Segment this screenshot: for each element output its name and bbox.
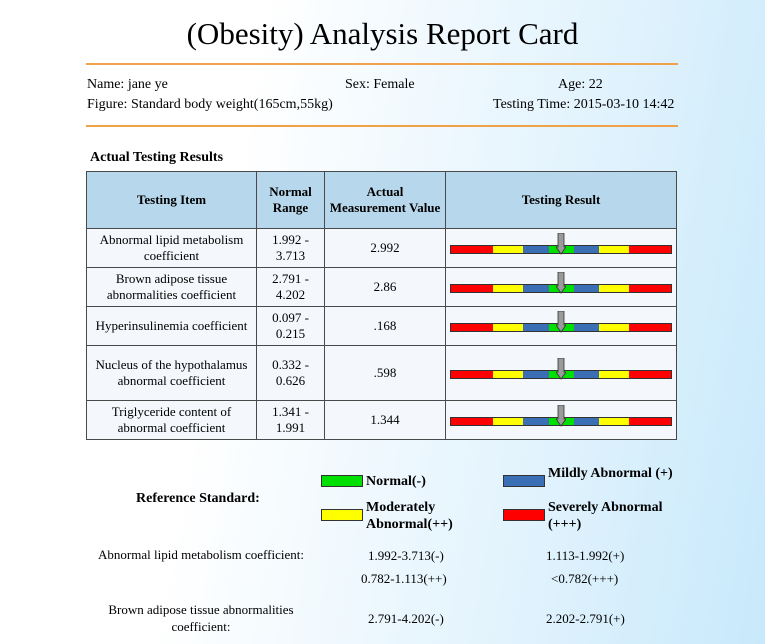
divider-bottom xyxy=(86,125,678,127)
normal-range-cell: 0.332 - 0.626 xyxy=(256,345,325,401)
ref-row-2-normal: 2.791-4.202(-) xyxy=(368,611,444,626)
gauge-segment-yellow xyxy=(492,246,524,253)
patient-sex: Sex: Female xyxy=(345,77,415,92)
table-row: Nucleus of the hypothalamus abnormal coe… xyxy=(86,345,677,401)
testing-result-cell xyxy=(445,267,677,307)
gauge-segment-yellow xyxy=(492,371,524,378)
gauge-segment-blue xyxy=(573,324,599,331)
results-table: Testing Item Normal Range Actual Measure… xyxy=(86,171,677,440)
normal-range-cell: 1.992 - 3.713 xyxy=(256,228,325,268)
result-gauge xyxy=(450,272,672,294)
gauge-segment-yellow xyxy=(598,371,630,378)
gauge-segment-yellow xyxy=(492,285,524,292)
normal-range-cell: 0.097 - 0.215 xyxy=(256,306,325,346)
section-title: Actual Testing Results xyxy=(90,150,224,165)
gauge-segment-yellow xyxy=(598,246,630,253)
testing-result-cell xyxy=(445,345,677,401)
testing-time: Testing Time: 2015-03-10 14:42 xyxy=(493,97,675,112)
gauge-pointer-icon xyxy=(556,358,566,380)
table-header-row: Testing Item Normal Range Actual Measure… xyxy=(86,171,677,229)
ref-row-1-normal: 1.992-3.713(-) xyxy=(368,548,444,563)
legend-severe-swatch xyxy=(503,509,545,521)
gauge-segment-red xyxy=(629,285,672,292)
gauge-segment-red xyxy=(451,371,493,378)
patient-age: Age: 22 xyxy=(558,77,603,92)
measurement-value-cell: .168 xyxy=(324,306,446,346)
table-row: Abnormal lipid metabolism coefficient 1.9… xyxy=(86,228,677,268)
gauge-segment-red xyxy=(451,418,493,425)
testing-item-cell: Abnormal lipid metabolism coefficient xyxy=(86,228,257,268)
testing-result-cell xyxy=(445,228,677,268)
ref-row-1-name: Abnormal lipid metabolism coefficient: xyxy=(98,547,304,562)
table-row: Brown adipose tissue abnormalities coeff… xyxy=(86,267,677,307)
ref-row-1-mild: 1.113-1.992(+) xyxy=(546,548,625,563)
gauge-segment-blue xyxy=(523,418,550,425)
gauge-segment-red xyxy=(629,418,672,425)
reference-standard-label: Reference Standard: xyxy=(136,491,260,506)
legend-moderate: Moderately Abnormal(++) xyxy=(366,500,453,532)
legend-normal: Normal(-) xyxy=(366,474,426,489)
legend-severe: Severely Abnormal (+++) xyxy=(548,500,663,532)
testing-result-cell xyxy=(445,400,677,440)
ref-row-1-moderate: 0.782-1.113(++) xyxy=(361,571,447,586)
legend-normal-swatch xyxy=(321,475,363,487)
testing-item-cell: Brown adipose tissue abnormalities coeff… xyxy=(86,267,257,307)
header-testing-item: Testing Item xyxy=(86,171,257,229)
table-row: Triglyceride content of abnormal coeffic… xyxy=(86,400,677,440)
divider-top xyxy=(86,63,678,65)
ref-row-2-name: Brown adipose tissue abnormalities coeff… xyxy=(108,602,294,634)
gauge-pointer-icon xyxy=(556,272,566,294)
normal-range-cell: 1.341 - 1.991 xyxy=(256,400,325,440)
header-measurement-value: Actual Measurement Value xyxy=(324,171,446,229)
result-gauge xyxy=(450,233,672,255)
gauge-segment-yellow xyxy=(492,324,524,331)
testing-item-cell: Triglyceride content of abnormal coeffic… xyxy=(86,400,257,440)
measurement-value-cell: 1.344 xyxy=(324,400,446,440)
ref-row-2-mild: 2.202-2.791(+) xyxy=(546,611,625,626)
testing-result-cell xyxy=(445,306,677,346)
gauge-segment-yellow xyxy=(492,418,524,425)
gauge-segment-yellow xyxy=(598,285,630,292)
gauge-segment-red xyxy=(451,285,493,292)
ref-row-1-severe: <0.782(+++) xyxy=(551,571,619,586)
gauge-segment-yellow xyxy=(598,324,630,331)
testing-item-cell: Hyperinsulinemia coefficient xyxy=(86,306,257,346)
testing-item-cell: Nucleus of the hypothalamus abnormal coe… xyxy=(86,345,257,401)
result-gauge xyxy=(450,311,672,333)
result-gauge xyxy=(450,405,672,427)
header-normal-range: Normal Range xyxy=(256,171,325,229)
table-row: Hyperinsulinemia coefficient 0.097 - 0.21… xyxy=(86,306,677,346)
gauge-segment-blue xyxy=(573,371,599,378)
gauge-segment-yellow xyxy=(598,418,630,425)
gauge-segment-red xyxy=(629,371,672,378)
gauge-segment-blue xyxy=(573,285,599,292)
gauge-segment-blue xyxy=(573,246,599,253)
result-gauge xyxy=(450,358,672,380)
legend-mild: Mildly Abnormal (+) xyxy=(548,466,673,481)
gauge-segment-red xyxy=(451,246,493,253)
gauge-pointer-icon xyxy=(556,311,566,333)
normal-range-cell: 2.791 - 4.202 xyxy=(256,267,325,307)
legend-moderate-swatch xyxy=(321,509,363,521)
measurement-value-cell: 2.992 xyxy=(324,228,446,268)
legend-mild-swatch xyxy=(503,475,545,487)
gauge-segment-blue xyxy=(523,285,550,292)
header-testing-result: Testing Result xyxy=(445,171,677,229)
report-title: (Obesity) Analysis Report Card xyxy=(186,16,579,51)
gauge-segment-blue xyxy=(523,371,550,378)
gauge-pointer-icon xyxy=(556,233,566,255)
gauge-segment-red xyxy=(629,324,672,331)
gauge-segment-blue xyxy=(573,418,599,425)
measurement-value-cell: .598 xyxy=(324,345,446,401)
measurement-value-cell: 2.86 xyxy=(324,267,446,307)
gauge-segment-red xyxy=(629,246,672,253)
gauge-segment-blue xyxy=(523,324,550,331)
patient-name: Name: jane ye xyxy=(87,77,168,92)
gauge-pointer-icon xyxy=(556,405,566,427)
gauge-segment-blue xyxy=(523,246,550,253)
gauge-segment-red xyxy=(451,324,493,331)
patient-figure: Figure: Standard body weight(165cm,55kg) xyxy=(87,97,333,112)
